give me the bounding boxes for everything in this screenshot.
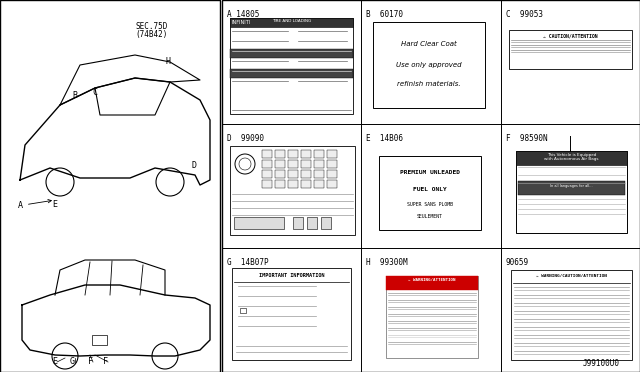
Text: Use only approved: Use only approved [396,62,462,68]
Bar [511,270,632,360]
Bar [518,181,625,195]
Text: B: B [72,91,77,100]
Text: F: F [88,357,93,366]
Bar [230,69,353,78]
Bar [314,160,324,168]
Text: SUPER SANS PLOMB: SUPER SANS PLOMB [407,202,453,206]
Bar [230,146,355,235]
Text: F  98590N: F 98590N [506,134,547,143]
Text: SEULEMENT: SEULEMENT [417,214,443,219]
Text: In all languages for all...: In all languages for all... [550,184,593,188]
Text: E  14B06: E 14B06 [366,134,403,143]
Text: PREMIUM UNLEADED: PREMIUM UNLEADED [400,170,460,175]
Bar [292,217,303,229]
Bar [373,22,484,108]
Text: 90659: 90659 [506,258,529,267]
Bar [288,170,298,178]
Text: A: A [18,199,51,210]
Bar [262,170,272,178]
Bar [380,156,481,230]
Text: refinish materials.: refinish materials. [397,81,461,87]
Text: C: C [92,88,97,97]
Bar [327,170,337,178]
Text: TIRE AND LOADING: TIRE AND LOADING [272,19,311,23]
Bar [301,170,311,178]
Text: H  99300M: H 99300M [366,258,408,267]
Bar [230,18,353,27]
Bar [240,308,246,313]
Bar [321,217,331,229]
Bar [275,160,285,168]
Bar [314,150,324,158]
Bar [0,0,220,372]
Bar [387,276,477,358]
Text: G: G [70,357,75,366]
Text: with Autonomous Air Bags: with Autonomous Air Bags [544,157,598,161]
Bar [92,335,107,345]
Bar [288,160,298,168]
Bar [288,150,298,158]
Bar [262,180,272,188]
Bar [301,160,311,168]
Bar [509,30,632,69]
Bar [387,276,477,290]
Bar [222,0,640,372]
Bar [262,150,272,158]
Bar [327,180,337,188]
Text: J99100U0: J99100U0 [583,359,620,368]
Bar [262,160,272,168]
Text: B  60170: B 60170 [366,10,403,19]
Text: ⚠ WARNING/CAUTION/ATTENTION: ⚠ WARNING/CAUTION/ATTENTION [536,274,607,278]
Bar [516,151,627,233]
Bar [307,217,317,229]
Text: E: E [52,200,57,209]
Text: G  14B07P: G 14B07P [227,258,269,267]
Bar [230,49,353,58]
Text: H: H [165,57,170,66]
Bar [232,268,351,360]
Bar [275,180,285,188]
Text: A 14805: A 14805 [227,10,259,19]
Text: INFINITI: INFINITI [232,19,252,25]
Bar [288,180,298,188]
Bar [275,170,285,178]
Text: F: F [103,357,108,366]
Bar [275,150,285,158]
Bar [516,151,627,165]
Text: D: D [192,161,197,170]
Bar [327,150,337,158]
Bar [301,150,311,158]
Bar [230,18,353,114]
Text: E: E [52,357,57,366]
Text: SEC.75D: SEC.75D [136,22,168,31]
Text: IMPORTANT INFORMATION: IMPORTANT INFORMATION [259,273,324,278]
Bar [314,170,324,178]
Text: D  99090: D 99090 [227,134,264,143]
Bar [301,180,311,188]
Bar [234,217,284,229]
Text: C  99053: C 99053 [506,10,543,19]
Text: ⚠ WARNING/ATTENTION: ⚠ WARNING/ATTENTION [408,278,456,282]
Bar [327,160,337,168]
Text: (74B42): (74B42) [136,30,168,39]
Text: ⚠ CAUTION/ATTENTION: ⚠ CAUTION/ATTENTION [543,33,598,38]
Bar [314,180,324,188]
Text: FUEL ONLY: FUEL ONLY [413,187,447,192]
Text: Hard Clear Coat: Hard Clear Coat [401,41,457,46]
Text: This Vehicle is Equipped: This Vehicle is Equipped [547,153,596,157]
